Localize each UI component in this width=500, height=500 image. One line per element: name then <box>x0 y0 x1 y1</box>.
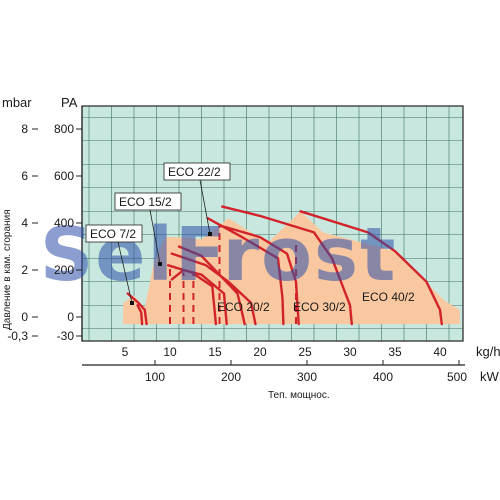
kw-tick-labels: 100 200 300 400 500 <box>145 370 467 384</box>
curve-eco-7-2 <box>136 304 144 326</box>
curve-eco-20-2 <box>170 252 257 326</box>
kw-tick-label: 100 <box>145 370 165 384</box>
label-leader <box>117 241 133 304</box>
kw-tick-label: 200 <box>221 370 241 384</box>
y-axis-title: Давление в кам. сгорания <box>2 209 13 330</box>
kw-tick-marks <box>154 360 460 365</box>
series-label-eco-22-2: ECO 22/2 <box>163 162 231 236</box>
label-leader <box>199 179 211 235</box>
series-label-eco-7-2: ECO 7/2 <box>85 224 143 305</box>
curve-eco-7-2 <box>126 292 148 326</box>
right-tick-label: 0 <box>67 310 74 324</box>
curves <box>126 205 443 326</box>
series-label-eco-15-2: ECO 15/2 <box>114 192 182 266</box>
kw-tick-label: 500 <box>447 370 467 384</box>
series-label-eco-20-2: ECO 20/2 <box>217 300 270 314</box>
curve-eco-20-2 <box>177 245 246 326</box>
series-label-text: ECO 7/2 <box>90 227 136 241</box>
kgh-unit-label: kg/h <box>476 344 500 359</box>
series-label-eco-40-2: ECO 40/2 <box>362 290 415 304</box>
right-tick-labels: 800 600 400 200 0 -30 <box>54 122 74 343</box>
series-label-text: ECO 22/2 <box>168 165 221 179</box>
left-tick-labels: 8 6 4 2 0 -0,3 <box>7 122 28 343</box>
left-tick-label: 2 <box>21 263 28 277</box>
right-tick-label: 400 <box>54 216 74 230</box>
kgh-tick-label: 35 <box>388 345 402 359</box>
right-tick-label: 800 <box>54 122 74 136</box>
kw-tick-label: 400 <box>373 370 393 384</box>
label-marker <box>130 301 134 305</box>
kgh-tick-labels: 5 10 15 20 25 30 35 40 <box>122 345 447 359</box>
kgh-tick-label: 25 <box>298 345 312 359</box>
kw-tick-label: 300 <box>297 370 317 384</box>
series-label-text: ECO 30/2 <box>293 300 346 314</box>
left-tick-marks <box>32 128 38 337</box>
kgh-tick-label: 5 <box>122 345 129 359</box>
left-tick-label: -0,3 <box>7 329 28 343</box>
series-label-text: ECO 20/2 <box>217 300 270 314</box>
label-box <box>85 224 143 243</box>
left-unit-label: mbar <box>2 95 32 110</box>
label-box <box>114 192 182 211</box>
label-leader <box>149 209 161 265</box>
curve-eco-15-2 <box>170 268 228 326</box>
label-box <box>163 162 231 181</box>
left-tick-label: 4 <box>21 216 28 230</box>
kgh-tick-label: 10 <box>163 345 177 359</box>
series-label-eco-30-2: ECO 30/2 <box>293 300 346 314</box>
left-tick-label: 6 <box>21 169 28 183</box>
series-label-text: ECO 40/2 <box>362 290 415 304</box>
series-label-text: ECO 15/2 <box>119 195 172 209</box>
kgh-tick-label: 15 <box>208 345 222 359</box>
x-axis-title: Теп. мощнос. <box>268 390 330 401</box>
label-marker <box>208 232 212 236</box>
curve-eco-22-2 <box>206 217 285 326</box>
label-marker <box>158 262 162 266</box>
curve-eco-40-2 <box>299 210 443 326</box>
kgh-tick-label: 30 <box>343 345 357 359</box>
kgh-tick-label: 40 <box>433 345 447 359</box>
right-tick-label: -30 <box>57 329 75 343</box>
left-tick-label: 8 <box>21 122 28 136</box>
kw-unit-label: kW <box>480 369 500 384</box>
kgh-tick-label: 20 <box>253 345 267 359</box>
right-tick-label: 200 <box>54 263 74 277</box>
left-tick-label: 0 <box>21 310 28 324</box>
right-unit-label: PA <box>61 95 78 110</box>
curve-eco-15-2 <box>167 264 218 326</box>
right-tick-label: 600 <box>54 169 74 183</box>
right-tick-marks <box>76 128 82 337</box>
curve-eco-30-2 <box>221 205 353 326</box>
